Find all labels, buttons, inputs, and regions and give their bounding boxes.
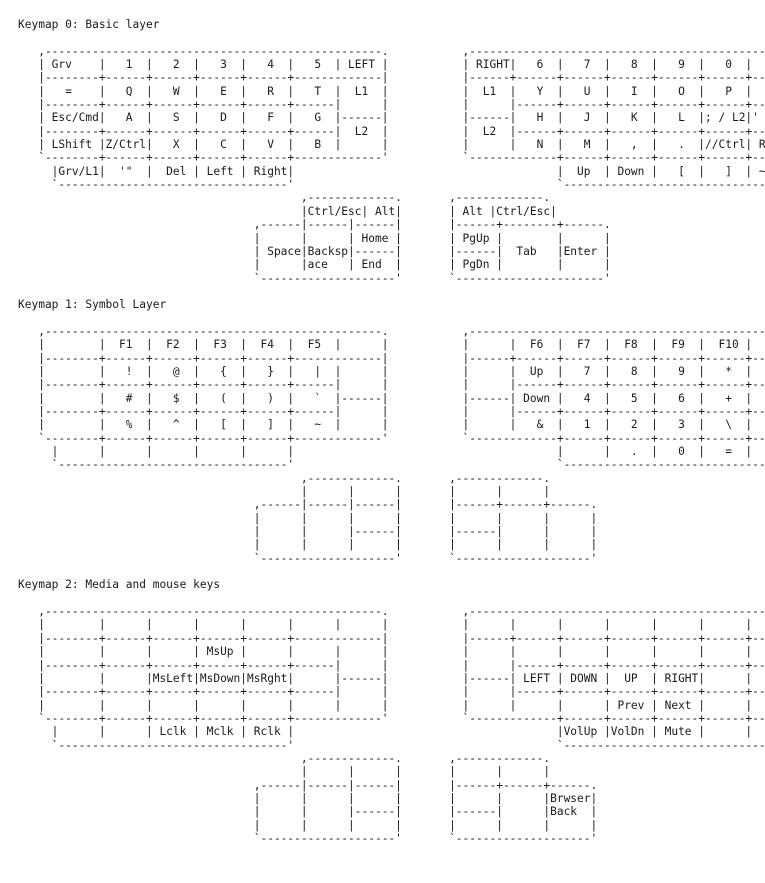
keymap-section-1: Keymap 1: Symbol Layer ,----------------… (18, 298, 765, 565)
spacer (18, 285, 765, 298)
keymap-section-2: Keymap 2: Media and mouse keys ,--------… (18, 578, 765, 845)
keymap-2-title: Keymap 2: Media and mouse keys (18, 578, 221, 592)
keymap-0-ascii-diagram: ,---------------------------------------… (38, 44, 765, 285)
keymap-section-0: Keymap 0: Basic layer ,-----------------… (18, 18, 765, 285)
spacer (18, 565, 765, 578)
keymap-0-title: Keymap 0: Basic layer (18, 18, 160, 31)
spacer (18, 312, 765, 325)
keymap-1-title: Keymap 1: Symbol Layer (18, 298, 167, 312)
keymap-1-ascii-diagram: ,---------------------------------------… (38, 324, 765, 565)
spacer (18, 592, 765, 605)
keymap-2-ascii-diagram: ,---------------------------------------… (38, 605, 765, 845)
spacer (18, 31, 765, 44)
